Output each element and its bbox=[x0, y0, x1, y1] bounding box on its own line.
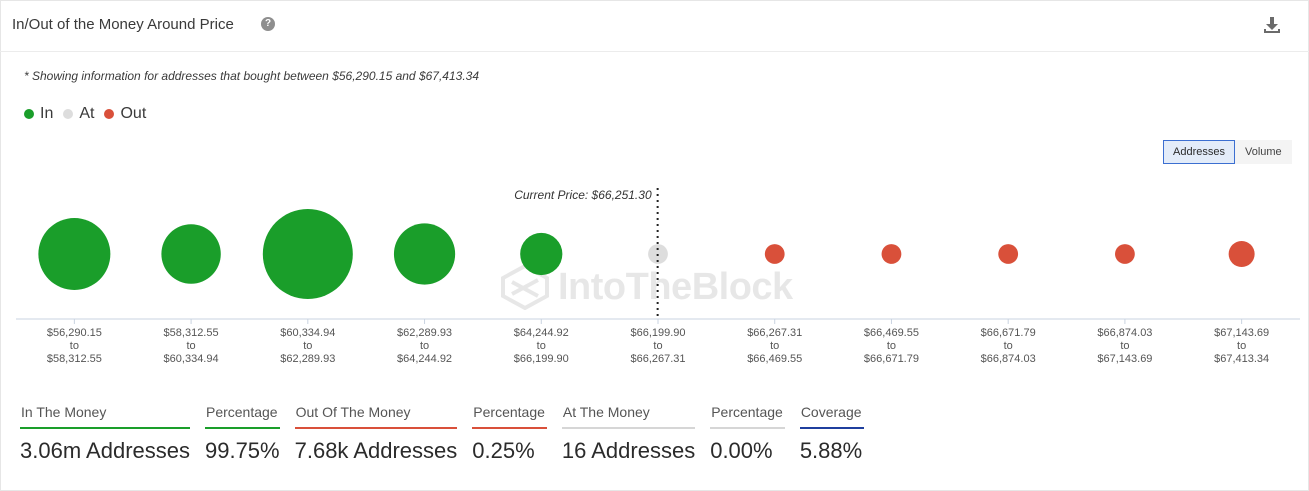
volume-toggle-button[interactable]: Volume bbox=[1234, 140, 1292, 164]
stat-value: 7.68k Addresses bbox=[294, 438, 458, 463]
x-tick-label-8-line-3: $66,671.79 bbox=[864, 353, 919, 365]
legend-item-in[interactable]: In bbox=[24, 105, 53, 123]
question-circle-icon[interactable]: ? bbox=[261, 17, 275, 31]
x-tick-label-1-line-3: $58,312.55 bbox=[47, 353, 102, 365]
x-tick-label-1-line-1: $56,290.15 bbox=[47, 327, 102, 339]
stat-label: At The Money bbox=[561, 404, 696, 429]
range-note: * Showing information for addresses that… bbox=[24, 69, 479, 83]
stat-value: 5.88% bbox=[799, 438, 863, 463]
watermark: IntoTheBlock bbox=[500, 264, 793, 310]
stat-out-percentage: Percentage 0.25% bbox=[472, 404, 547, 464]
watermark-logo-icon bbox=[501, 264, 549, 310]
x-tick-label-9-line-3: $66,874.03 bbox=[981, 353, 1036, 365]
bubble-5[interactable] bbox=[520, 232, 563, 276]
x-tick-label-2-line-2: to bbox=[186, 340, 195, 352]
legend-dot-out bbox=[104, 109, 115, 119]
x-tick-label-6-line-3: $66,267.31 bbox=[630, 353, 685, 365]
stat-value: 0.25% bbox=[472, 438, 535, 463]
metric-toggle: Addresses Volume bbox=[1163, 140, 1292, 164]
x-tick-label-5-line-2: to bbox=[537, 340, 546, 352]
addresses-toggle-button[interactable]: Addresses bbox=[1163, 140, 1235, 164]
x-tick-label-8-line-2: to bbox=[887, 340, 896, 352]
x-tick-label-3-line-1: $60,334.94 bbox=[280, 327, 335, 339]
legend-dot-in bbox=[24, 109, 34, 119]
bubble-1[interactable] bbox=[38, 218, 111, 290]
legend-dot-at bbox=[63, 109, 74, 119]
legend-item-at[interactable]: At bbox=[63, 105, 94, 123]
stat-value: 16 Addresses bbox=[561, 438, 696, 463]
bubble-4[interactable] bbox=[393, 223, 456, 285]
bubble-9[interactable] bbox=[998, 244, 1019, 264]
x-tick-label-2-line-3: $60,334.94 bbox=[164, 353, 219, 365]
legend-label-at: At bbox=[79, 105, 95, 122]
x-tick-label-10-line-1: $66,874.03 bbox=[1097, 327, 1152, 339]
stat-out-of-the-money: Out Of The Money 7.68k Addresses bbox=[294, 404, 458, 464]
stat-label: Out Of The Money bbox=[294, 404, 458, 429]
x-tick-label-5-line-1: $64,244.92 bbox=[514, 327, 569, 339]
legend-label-in: In bbox=[40, 105, 54, 122]
x-tick-label-3-line-2: to bbox=[303, 340, 312, 352]
stat-label: Percentage bbox=[710, 404, 785, 429]
x-tick-label-7-line-1: $66,267.31 bbox=[747, 327, 802, 339]
x-tick-label-9-line-1: $66,671.79 bbox=[981, 327, 1036, 339]
current-price-label: Current Price: $66,251.30 bbox=[514, 188, 652, 202]
x-tick-label-11-line-2: to bbox=[1237, 340, 1246, 352]
stat-in-percentage: Percentage 99.75% bbox=[204, 404, 280, 464]
stat-in-the-money: In The Money 3.06m Addresses bbox=[20, 404, 190, 464]
stat-label: Percentage bbox=[204, 404, 280, 429]
bubble-3[interactable] bbox=[262, 209, 353, 299]
stat-label: In The Money bbox=[20, 404, 190, 429]
stat-label: Coverage bbox=[799, 404, 864, 429]
stat-coverage: Coverage 5.88% bbox=[799, 404, 864, 464]
x-tick-label-7-line-3: $66,469.55 bbox=[747, 353, 802, 365]
x-tick-label-10-line-3: $67,143.69 bbox=[1097, 353, 1152, 365]
stat-value: 3.06m Addresses bbox=[20, 438, 190, 463]
stat-label: Percentage bbox=[472, 404, 547, 429]
x-tick-label-4-line-2: to bbox=[420, 340, 429, 352]
x-tick-label-10-line-2: to bbox=[1120, 340, 1129, 352]
download-icon[interactable] bbox=[1263, 16, 1281, 34]
bubble-8[interactable] bbox=[881, 244, 902, 264]
x-tick-label-7-line-2: to bbox=[770, 340, 779, 352]
x-tick-label-1-line-2: to bbox=[70, 340, 79, 352]
stat-value: 0.00% bbox=[710, 438, 773, 463]
x-tick-label-9-line-2: to bbox=[1004, 340, 1013, 352]
summary-stats: In The Money 3.06m Addresses Percentage … bbox=[20, 404, 879, 464]
x-tick-label-11-line-1: $67,143.69 bbox=[1214, 327, 1269, 339]
legend-item-out[interactable]: Out bbox=[104, 105, 146, 123]
stat-at-the-money: At The Money 16 Addresses bbox=[561, 404, 696, 464]
stat-at-percentage: Percentage 0.00% bbox=[710, 404, 785, 464]
bubble-2[interactable] bbox=[161, 224, 221, 284]
stat-value: 99.75% bbox=[204, 438, 280, 463]
bubble-10[interactable] bbox=[1115, 244, 1135, 264]
legend: In At Out bbox=[24, 105, 156, 123]
bubble-7[interactable] bbox=[764, 244, 785, 264]
x-tick-label-5-line-3: $66,199.90 bbox=[514, 353, 569, 365]
widget-title: In/Out of the Money Around Price bbox=[12, 16, 234, 33]
x-tick-label-11-line-3: $67,413.34 bbox=[1214, 353, 1269, 365]
bubble-chart: $56,290.15to$58,312.55$58,312.55to$60,33… bbox=[16, 188, 1300, 365]
x-tick-label-2-line-1: $58,312.55 bbox=[164, 327, 219, 339]
x-tick-label-8-line-1: $66,469.55 bbox=[864, 327, 919, 339]
x-tick-label-6-line-2: to bbox=[653, 340, 662, 352]
bubble-11[interactable] bbox=[1228, 241, 1255, 267]
watermark-text: IntoTheBlock bbox=[558, 265, 793, 308]
x-tick-label-4-line-1: $62,289.93 bbox=[397, 327, 452, 339]
legend-label-out: Out bbox=[120, 105, 147, 122]
x-tick-label-3-line-3: $62,289.93 bbox=[280, 353, 335, 365]
widget-header: In/Out of the Money Around Price ? bbox=[0, 0, 1309, 52]
x-tick-label-6-line-1: $66,199.90 bbox=[630, 327, 685, 339]
x-tick-label-4-line-3: $64,244.92 bbox=[397, 353, 452, 365]
